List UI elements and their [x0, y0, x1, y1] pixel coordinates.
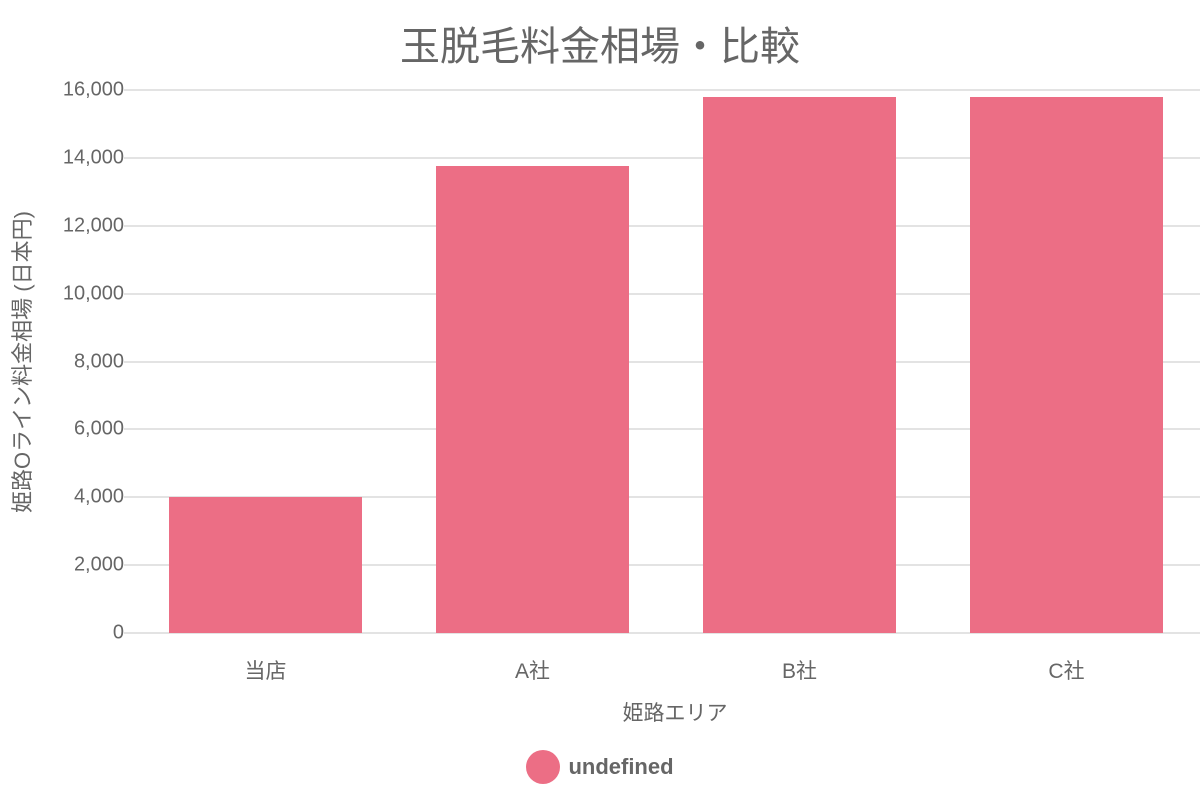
x-tick-label: B社 [781, 660, 817, 683]
gridline [124, 632, 1200, 634]
y-tick-label: 10,000 [62, 282, 124, 305]
gridline [124, 292, 1200, 295]
gridline [124, 360, 1200, 363]
x-tick-label: 当店 [244, 660, 287, 683]
y-tick-label: 12,000 [62, 214, 124, 237]
x-axis-label: 姫路エリア [622, 702, 728, 725]
y-tick-label: 16,000 [62, 78, 124, 101]
x-tick-label: C社 [1048, 660, 1085, 683]
x-tick-label: A社 [514, 660, 550, 683]
y-tick-label: 2,000 [73, 553, 124, 576]
bar-2[interactable] [703, 96, 896, 633]
gridline [124, 428, 1200, 431]
bar-0[interactable] [169, 497, 362, 633]
bar-1[interactable] [436, 166, 629, 633]
gridline [124, 496, 1200, 499]
gridline [124, 156, 1200, 159]
gridline [124, 564, 1200, 567]
legend-swatch-icon[interactable] [526, 750, 561, 784]
chart-title: 玉脱毛料金相場・比較 [400, 25, 800, 69]
plot-area [124, 89, 1200, 634]
gridline [124, 224, 1200, 227]
y-tick-label: 0 [112, 621, 124, 644]
y-tick-label: 14,000 [62, 146, 124, 169]
y-tick-label: 4,000 [73, 485, 124, 508]
gridline [124, 89, 1200, 91]
legend: undefined [0, 750, 1200, 784]
y-tick-label: 8,000 [73, 350, 124, 372]
y-tick-label: 6,000 [73, 417, 124, 440]
bar-3[interactable] [970, 96, 1163, 633]
legend-label[interactable]: undefined [568, 754, 674, 779]
